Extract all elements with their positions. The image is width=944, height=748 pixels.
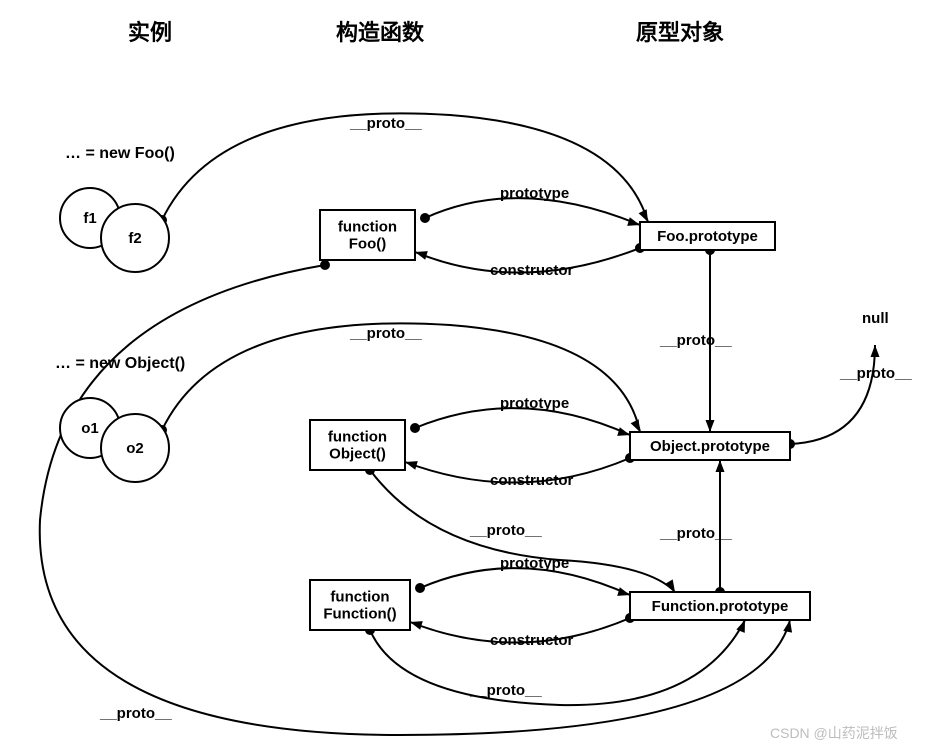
edge-e10: prototype	[415, 555, 630, 596]
edge-origin-dot	[410, 423, 420, 433]
edge-label: __proto__	[469, 682, 542, 699]
edge-e5: __proto__	[785, 345, 912, 449]
arrowhead	[716, 460, 725, 472]
edge-label: __proto__	[659, 332, 732, 349]
edge-label: constructor	[490, 632, 574, 649]
edge-e8: constructor	[405, 453, 635, 489]
edge-e3: constructor	[415, 243, 645, 279]
arrowhead	[639, 209, 648, 222]
edge-path	[790, 345, 875, 444]
edge-e7: prototype	[410, 395, 630, 436]
edge-label: __proto__	[659, 525, 732, 542]
arrowhead	[410, 621, 423, 630]
edge-e6: __proto__	[157, 323, 640, 435]
box-fn-foo: functionFoo()	[320, 210, 415, 260]
arrowhead	[617, 587, 630, 596]
text-null: null	[862, 310, 889, 327]
text-new-foo: … = new Foo()	[65, 145, 175, 162]
edge-origin-dot	[320, 260, 330, 270]
edges-layer: __proto__ prototype constructor __proto__ __…	[40, 113, 913, 735]
instance-label: o1	[81, 420, 99, 437]
edge-origin-dot	[420, 213, 430, 223]
box-label: Foo()	[349, 235, 386, 252]
box-fn-object: functionObject()	[310, 420, 405, 470]
box-label: function	[330, 589, 389, 606]
box-obj-proto: Object.prototype	[630, 432, 790, 460]
text-wm: CSDN @山药泥拌饭	[770, 725, 898, 741]
arrowhead	[783, 620, 792, 633]
edge-label: __proto__	[349, 115, 422, 132]
arrowhead	[706, 420, 715, 432]
edge-label: __proto__	[349, 325, 422, 342]
h-constructor: 构造函数	[336, 20, 425, 45]
edge-label: __proto__	[839, 365, 912, 382]
box-label: Object()	[329, 445, 386, 462]
h-instance: 实例	[128, 20, 172, 45]
edge-label: __proto__	[469, 522, 542, 539]
arrowhead	[631, 419, 640, 432]
edge-label: prototype	[500, 395, 569, 412]
edge-e4: __proto__	[659, 245, 732, 432]
edge-origin-dot	[415, 583, 425, 593]
instance-f2: f2	[101, 204, 169, 272]
arrowhead	[871, 345, 880, 357]
edge-path	[425, 198, 640, 225]
diagram-canvas: __proto__ prototype constructor __proto__ __…	[0, 0, 944, 748]
text-new-object: … = new Object()	[55, 355, 185, 372]
edge-e2: prototype	[420, 185, 640, 226]
box-label: Object.prototype	[650, 438, 770, 455]
box-label: Function()	[323, 605, 396, 622]
box-label: Foo.prototype	[657, 228, 758, 245]
edge-e13: __proto__	[659, 460, 732, 597]
box-fn-function: functionFunction()	[310, 580, 410, 630]
arrowhead	[415, 251, 428, 260]
box-label: Function.prototype	[652, 598, 789, 615]
edge-label: constructor	[490, 262, 574, 279]
edge-e1: __proto__	[157, 113, 648, 225]
arrowhead	[736, 620, 745, 633]
instance-label: f1	[83, 210, 96, 227]
instance-label: o2	[126, 440, 144, 457]
edge-label: constructor	[490, 472, 574, 489]
edge-label: prototype	[500, 555, 569, 572]
instance-o2: o2	[101, 414, 169, 482]
instance-label: f2	[128, 230, 141, 247]
edge-path	[420, 568, 630, 595]
box-func-proto: Function.prototype	[630, 592, 810, 620]
edge-e11: constructor	[410, 613, 635, 649]
arrowhead	[617, 427, 630, 436]
box-foo-proto: Foo.prototype	[640, 222, 775, 250]
box-label: function	[338, 219, 397, 236]
h-prototype: 原型对象	[636, 20, 724, 45]
edge-label: prototype	[500, 185, 569, 202]
arrowhead	[627, 217, 640, 226]
box-label: function	[328, 429, 387, 446]
arrowhead	[405, 461, 418, 470]
edge-label: __proto__	[99, 705, 172, 722]
edge-path	[415, 408, 630, 435]
